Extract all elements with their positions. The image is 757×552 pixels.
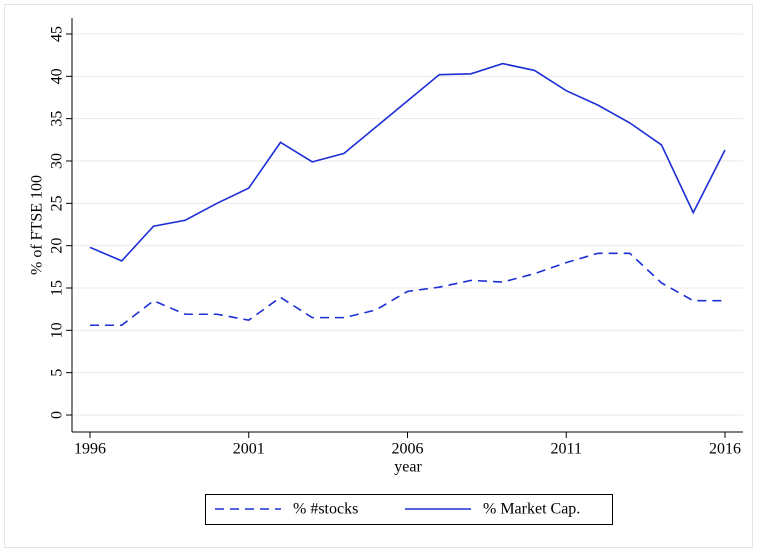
legend-label: % #stocks bbox=[293, 501, 358, 518]
data-line bbox=[90, 252, 725, 327]
x-axis-label: year bbox=[394, 459, 422, 476]
x-tick-label: 2001 bbox=[233, 441, 265, 458]
x-tick-label: 2006 bbox=[392, 441, 424, 458]
y-tick-label: 5 bbox=[49, 369, 66, 377]
y-tick-label: 15 bbox=[49, 280, 66, 296]
y-tick-label: 40 bbox=[49, 68, 66, 84]
data-line bbox=[89, 62, 726, 262]
x-tick-label: 2016 bbox=[709, 441, 741, 458]
y-tick-label: 0 bbox=[49, 411, 66, 419]
y-tick-label: 10 bbox=[49, 322, 66, 338]
legend-label: % Market Cap. bbox=[483, 501, 580, 518]
x-tick-label: 1996 bbox=[74, 441, 106, 458]
y-tick-label: 45 bbox=[49, 26, 66, 42]
y-tick-label: 20 bbox=[49, 238, 66, 254]
x-tick-label: 2011 bbox=[551, 441, 582, 458]
y-tick-label: 35 bbox=[49, 111, 66, 127]
y-axis-label: % of FTSE 100 bbox=[29, 175, 46, 275]
chart-frame bbox=[4, 4, 753, 548]
y-tick-label: 30 bbox=[49, 153, 66, 169]
y-tick-label: 25 bbox=[49, 195, 66, 211]
